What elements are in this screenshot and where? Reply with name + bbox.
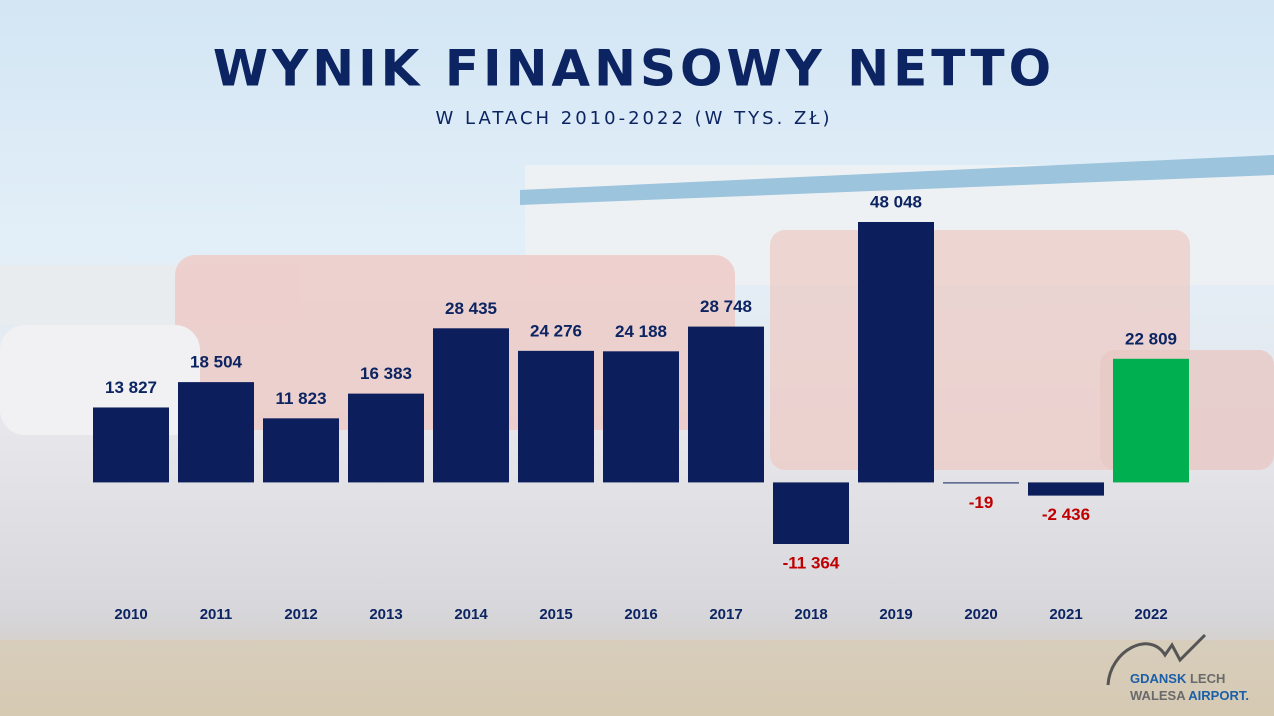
value-label: -2 436: [1042, 505, 1090, 524]
bar: [603, 351, 679, 483]
logo-word: AIRPORT.: [1188, 688, 1249, 703]
x-tick-label: 2015: [539, 606, 572, 623]
value-label: 16 383: [360, 364, 412, 383]
logo-swoosh: [1106, 633, 1207, 686]
value-label: 24 188: [615, 322, 667, 341]
logo-word: WALESA: [1130, 688, 1186, 703]
bar: [263, 418, 339, 483]
chart-title: WYNIK FINANSOWY NETTO: [213, 40, 1055, 98]
chart-subtitle: W LATACH 2010-2022 (W TYS. ZŁ): [435, 108, 832, 129]
x-tick-label: 2012: [284, 606, 317, 623]
x-tick-label: 2011: [200, 606, 233, 623]
bar: [773, 482, 849, 544]
bar: [433, 328, 509, 483]
value-label: -19: [969, 493, 994, 512]
bar: [178, 382, 254, 483]
x-tick-label: 2010: [114, 606, 147, 623]
logo-line1: GDANSK LECH: [1130, 671, 1225, 686]
value-label: 24 276: [530, 321, 582, 340]
x-tick-label: 2014: [454, 606, 488, 623]
value-label: -11 364: [783, 553, 840, 572]
x-tick-label: 2018: [794, 606, 827, 623]
value-label: 48 048: [870, 192, 922, 211]
bar: [348, 393, 424, 483]
bar: [1113, 358, 1189, 483]
value-label: 22 809: [1125, 329, 1177, 348]
bar: [518, 350, 594, 483]
bar: [858, 222, 934, 483]
value-label: 11 823: [275, 389, 326, 408]
bar: [943, 482, 1019, 484]
logo: GDANSK LECH WALESA AIRPORT.: [1106, 633, 1249, 703]
x-tick-label: 2020: [964, 606, 997, 623]
logo-word: LECH: [1190, 671, 1225, 686]
x-tick-label: 2017: [709, 606, 742, 623]
value-label: 18 504: [190, 353, 243, 372]
x-tick-label: 2016: [624, 606, 657, 623]
logo-line2: WALESA AIRPORT.: [1130, 688, 1249, 703]
bar: [93, 407, 169, 483]
logo-word: GDANSK: [1130, 671, 1187, 686]
bar: [1028, 482, 1104, 496]
x-tick-label: 2019: [879, 606, 912, 623]
x-tick-label: 2022: [1134, 606, 1167, 623]
value-label: 28 435: [445, 299, 497, 318]
x-tick-label: 2013: [369, 606, 402, 623]
value-label: 28 748: [700, 297, 752, 316]
value-label: 13 827: [105, 378, 157, 397]
x-tick-label: 2021: [1049, 606, 1082, 623]
bar: [688, 326, 764, 483]
